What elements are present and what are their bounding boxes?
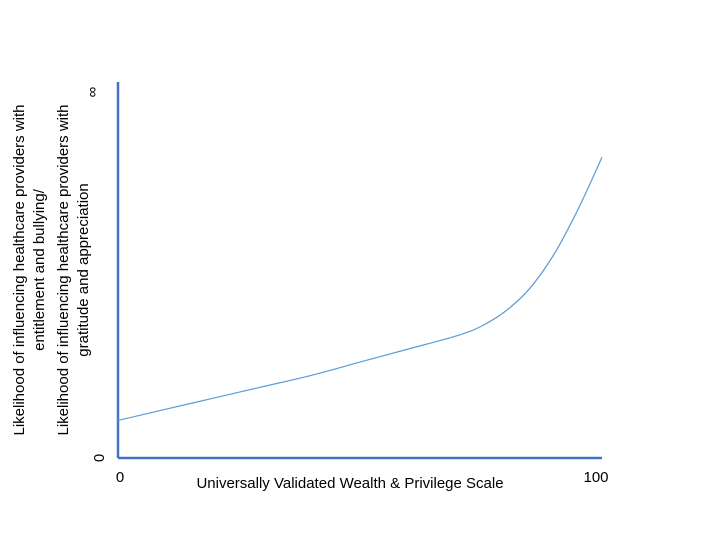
x-axis-label: Universally Validated Wealth & Privilege…	[196, 475, 503, 492]
y-axis-label-line: entitlement and bullying/	[31, 188, 48, 351]
y-axis-label-line: Likelihood of influencing healthcare pro…	[55, 104, 72, 435]
y-axis-label-line: Likelihood of influencing healthcare pro…	[11, 104, 28, 435]
y-axis-label: Likelihood of influencing healthcare pro…	[11, 104, 92, 435]
x-tick-label: 0	[116, 469, 124, 486]
y-tick-label: ∞	[84, 86, 101, 97]
y-tick-label: 0	[91, 454, 108, 462]
axes	[116, 82, 602, 460]
y-axis-label-line: gratitude and appreciation	[75, 183, 92, 356]
series-group	[117, 156, 603, 421]
series-line	[117, 156, 603, 421]
x-tick-label: 100	[583, 469, 608, 486]
